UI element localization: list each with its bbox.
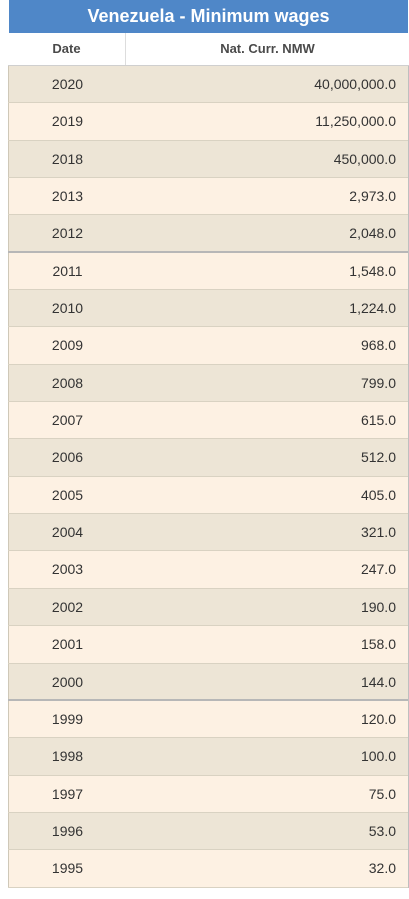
cell-date: 2002 (8, 588, 126, 626)
table-row: 2011 1,548.0 (8, 252, 408, 291)
table-body: 2020 40,000,000.0 2019 11,250,000.0 2018 450,… (8, 66, 409, 888)
cell-nmw-value: 75.0 (368, 785, 396, 802)
table-row: 2005 405.0 (8, 476, 408, 515)
cell-nmw-value: 247.0 (360, 561, 396, 578)
table-row: 2008 799.0 (8, 364, 408, 403)
cell-date: 2018 (8, 140, 126, 178)
cell-nmw-value: 321.0 (360, 524, 396, 541)
table-title: Venezuela - Minimum wages (8, 0, 409, 33)
cell-date: 1995 (8, 850, 126, 887)
cell-nmw-value: 615.0 (360, 412, 396, 429)
cell-date: 1999 (8, 700, 126, 738)
cell-date: 2008 (8, 364, 126, 402)
table-row: 2019 11,250,000.0 (8, 103, 408, 141)
table-row: 2010 1,224.0 (8, 290, 408, 328)
cell-nmw-value: 11,250,000.0 (315, 113, 396, 130)
table-row: 2004 321.0 (8, 514, 408, 552)
table-row: 1995 32.0 (8, 850, 408, 888)
cell-date: 2005 (8, 476, 126, 514)
cell-date: 1997 (8, 775, 126, 812)
cell-date: 2007 (8, 402, 126, 439)
cell-date: 2001 (8, 626, 126, 663)
table-row: 2018 450,000.0 (8, 140, 408, 179)
cell-nmw-value: 2,048.0 (349, 225, 396, 242)
cell-nmw-value: 40,000,000.0 (314, 76, 396, 92)
cell-nmw-value: 450,000.0 (333, 150, 396, 167)
cell-nmw-value: 190.0 (360, 598, 396, 615)
cell-nmw-value: 405.0 (360, 486, 396, 503)
table-row: 1999 120.0 (8, 700, 408, 739)
cell-date: 2006 (8, 439, 126, 476)
table-row: 2007 615.0 (8, 402, 408, 440)
table-row: 1996 53.0 (8, 812, 408, 851)
cell-date: 2011 (8, 252, 126, 290)
cell-nmw-value: 32.0 (368, 860, 396, 877)
wage-table: Venezuela - Minimum wages Date Nat. Curr… (8, 0, 409, 888)
cell-date: 2019 (8, 103, 126, 140)
table-header: Date Nat. Curr. NMW (8, 33, 409, 66)
table-row: 1998 100.0 (8, 738, 408, 776)
table-row: 2020 40,000,000.0 (8, 66, 408, 104)
table-row: 2003 247.0 (8, 551, 408, 589)
cell-date: 1998 (8, 738, 126, 775)
cell-nmw-value: 1,224.0 (349, 300, 396, 317)
table-row: 2009 968.0 (8, 327, 408, 365)
cell-date: 2012 (8, 215, 126, 251)
cell-nmw-value: 968.0 (360, 337, 396, 354)
table-row: 2012 2,048.0 (8, 215, 408, 253)
cell-date: 2013 (8, 178, 126, 215)
cell-nmw-value: 158.0 (360, 636, 396, 653)
cell-nmw-value: 120.0 (360, 710, 396, 727)
table-row: 2002 190.0 (8, 588, 408, 627)
column-header-nmw[interactable]: Nat. Curr. NMW (220, 41, 315, 56)
cell-date: 2010 (8, 290, 126, 327)
cell-date: 2009 (8, 327, 126, 364)
column-header-date[interactable]: Date (8, 33, 126, 65)
cell-nmw-value: 2,973.0 (349, 188, 396, 205)
cell-date: 1996 (8, 812, 126, 850)
cell-nmw-value: 799.0 (360, 374, 396, 391)
cell-nmw-value: 144.0 (360, 673, 396, 690)
table-row: 2000 144.0 (8, 663, 408, 701)
cell-date: 2004 (8, 514, 126, 551)
table-row: 1997 75.0 (8, 775, 408, 813)
cell-date: 2000 (8, 663, 126, 699)
cell-nmw-value: 512.0 (360, 449, 396, 466)
cell-nmw-value: 53.0 (368, 822, 396, 839)
cell-nmw-value: 100.0 (360, 748, 396, 765)
table-row: 2013 2,973.0 (8, 178, 408, 216)
cell-date: 2003 (8, 551, 126, 588)
table-row: 2006 512.0 (8, 439, 408, 477)
table-row: 2001 158.0 (8, 626, 408, 664)
cell-date: 2020 (8, 66, 126, 103)
cell-nmw-value: 1,548.0 (349, 262, 396, 279)
